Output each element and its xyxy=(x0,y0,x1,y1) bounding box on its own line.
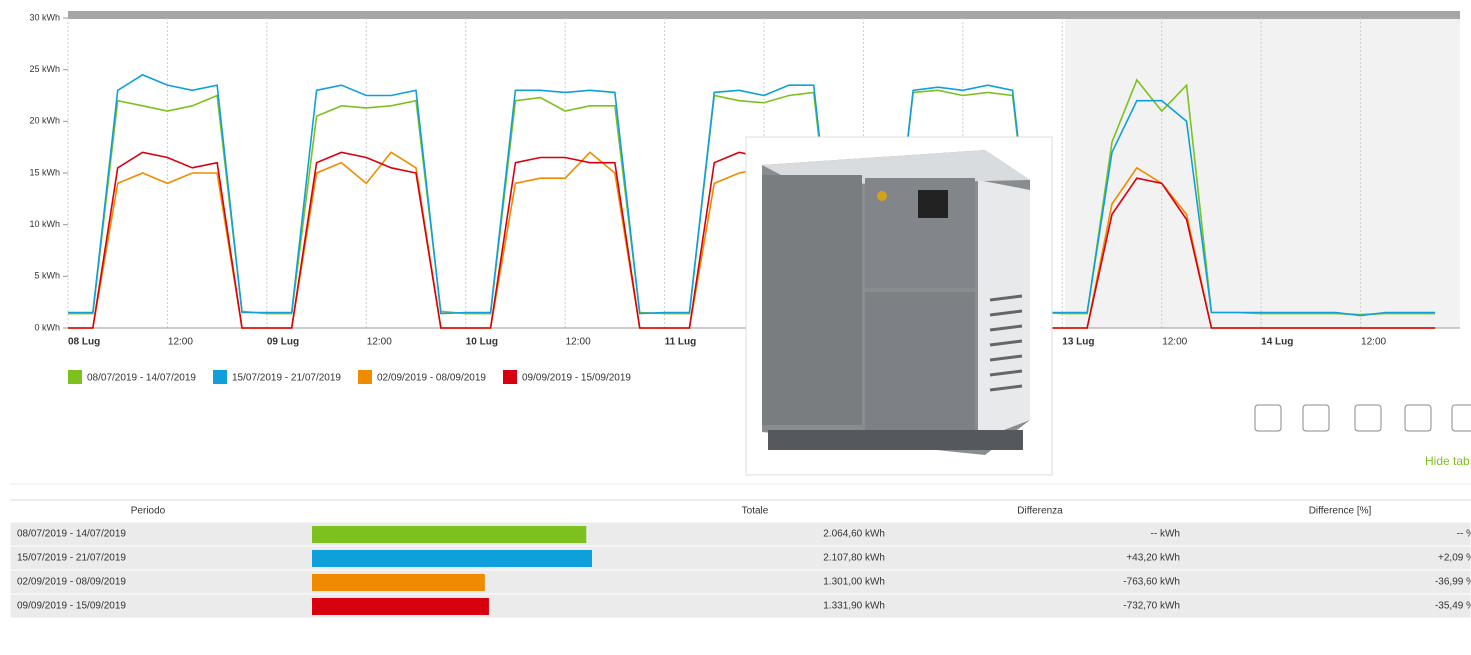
period-cell: 02/09/2019 - 08/09/2019 xyxy=(17,577,126,588)
x-tick-label: 12:00 xyxy=(1361,337,1386,348)
total-bar xyxy=(312,574,485,591)
total-bar xyxy=(312,598,489,615)
screenshot-button[interactable] xyxy=(1405,405,1431,431)
legend-swatch xyxy=(68,370,82,384)
product-image xyxy=(746,137,1052,475)
difference-pct-cell: +2,09 % xyxy=(1438,553,1471,564)
difference-pct-cell: -35,49 % xyxy=(1435,601,1471,612)
tool-buttons xyxy=(1255,405,1471,431)
hide-table-link[interactable]: Hide tab xyxy=(1425,454,1470,468)
x-tick-label: 14 Lug xyxy=(1261,337,1293,348)
top-bar xyxy=(68,11,1460,19)
legend-swatch xyxy=(213,370,227,384)
total-bar xyxy=(312,550,592,567)
legend-swatch xyxy=(503,370,517,384)
stop-button xyxy=(877,191,887,201)
x-tick-label: 12:00 xyxy=(1162,337,1187,348)
column-header: Differenza xyxy=(1017,506,1063,517)
table-row xyxy=(10,522,1471,546)
y-tick-label: 15 kWh xyxy=(29,167,60,177)
difference-pct-cell: -- % xyxy=(1457,529,1471,540)
total-cell: 2.107,80 kWh xyxy=(823,553,885,564)
legend-label: 09/09/2019 - 15/09/2019 xyxy=(522,373,631,384)
column-header: Difference [%] xyxy=(1309,506,1372,517)
legend-swatch xyxy=(358,370,372,384)
export-button[interactable] xyxy=(1355,405,1381,431)
y-tick-label: 10 kWh xyxy=(29,219,60,229)
x-tick-label: 12:00 xyxy=(168,337,193,348)
x-tick-label: 13 Lug xyxy=(1062,337,1094,348)
period-cell: 15/07/2019 - 21/07/2019 xyxy=(17,553,126,564)
page: {"chart_data": {"type": "line", "categor… xyxy=(0,0,1471,650)
x-tick-label: 08 Lug xyxy=(68,337,100,348)
total-bar xyxy=(312,526,586,543)
difference-pct-cell: -36,99 % xyxy=(1435,577,1471,588)
compressor-base xyxy=(768,430,1023,450)
y-tick-label: 25 kWh xyxy=(29,64,60,74)
bar-chart-button[interactable] xyxy=(1255,405,1281,431)
table-row xyxy=(10,546,1471,570)
compressor-panel xyxy=(762,175,862,425)
y-tick-label: 30 kWh xyxy=(29,12,60,22)
screen: 0 kWh 5 kWh 10 kWh 15 kWh 20 kWh 25 kWh 30 kWh… xyxy=(0,0,1471,650)
y-tick-label: 20 kWh xyxy=(29,116,60,126)
legend-label: 02/09/2019 - 08/09/2019 xyxy=(377,373,486,384)
difference-cell: -- kWh xyxy=(1151,529,1180,540)
total-cell: 2.064,60 kWh xyxy=(823,529,885,540)
period-cell: 08/07/2019 - 14/07/2019 xyxy=(17,529,126,540)
table-header xyxy=(10,500,1471,522)
line-chart-button[interactable] xyxy=(1303,405,1329,431)
difference-cell: -763,60 kWh xyxy=(1123,577,1180,588)
period-cell: 09/09/2019 - 15/09/2019 xyxy=(17,601,126,612)
weekend-band xyxy=(1065,18,1460,328)
difference-cell: +43,20 kWh xyxy=(1126,553,1180,564)
x-tick-label: 12:00 xyxy=(566,337,591,348)
clipboard-button[interactable] xyxy=(1452,405,1471,431)
y-tick-label: 0 kWh xyxy=(34,322,60,332)
y-tick-label: 5 kWh xyxy=(34,271,60,281)
legend-label: 15/07/2019 - 21/07/2019 xyxy=(232,373,341,384)
table-row xyxy=(10,594,1471,618)
x-tick-label: 11 Lug xyxy=(665,337,697,348)
table-row xyxy=(10,570,1471,594)
column-header: Periodo xyxy=(131,506,166,517)
x-tick-label: 09 Lug xyxy=(267,337,299,348)
column-header: Totale xyxy=(742,506,769,517)
controller xyxy=(918,190,948,218)
compressor-panel xyxy=(865,292,975,432)
x-tick-label: 12:00 xyxy=(367,337,392,348)
difference-cell: -732,70 kWh xyxy=(1123,601,1180,612)
toolbar: Hide tab xyxy=(1255,405,1471,468)
total-cell: 1.301,00 kWh xyxy=(823,577,885,588)
x-tick-label: 10 Lug xyxy=(466,337,498,348)
total-cell: 1.331,90 kWh xyxy=(823,601,885,612)
compressor-side xyxy=(978,180,1030,440)
legend-label: 08/07/2019 - 14/07/2019 xyxy=(87,373,196,384)
